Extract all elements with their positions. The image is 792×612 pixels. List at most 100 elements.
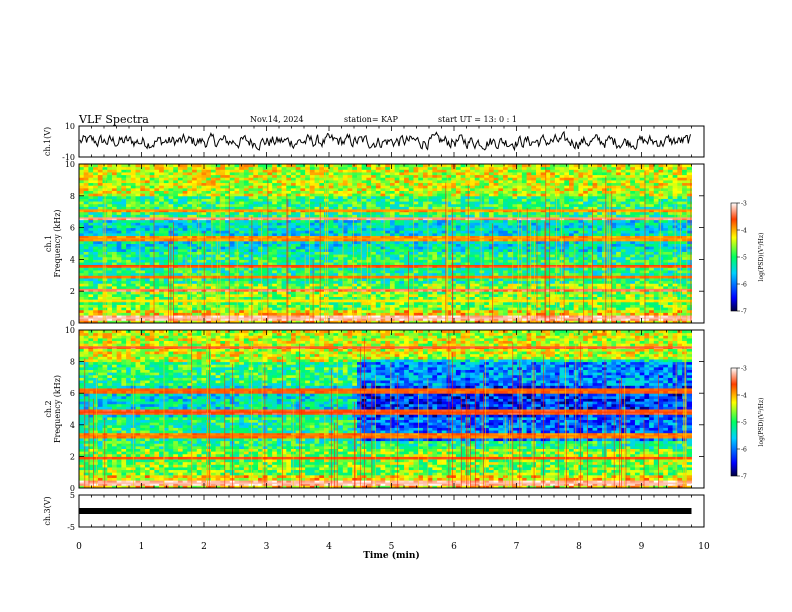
ch1-spectrogram-cell <box>182 166 188 170</box>
ch1-spectrogram-cell <box>126 304 132 308</box>
ch1-spectrogram-cell <box>144 248 151 252</box>
ch1-spectrogram-cell <box>126 219 132 223</box>
ch1-spectrogram-cell <box>79 214 85 218</box>
ch1-spectrogram-cell <box>361 309 367 313</box>
ch1-spectrogram-cell <box>309 256 316 260</box>
ch1-spectrogram-cell <box>295 280 301 284</box>
ch1-spectrogram-cell <box>210 320 217 324</box>
ch1-spectrogram-cell <box>173 185 179 189</box>
ch1-spectrogram-cell <box>389 315 396 319</box>
ch1-spectrogram-cell <box>149 272 155 276</box>
ch1-spectrogram-cell <box>338 224 344 229</box>
ch1-spectrogram-cell <box>225 256 231 260</box>
ch1-spectrogram-cell <box>258 177 264 181</box>
ch1-spectrogram-cell <box>206 164 212 168</box>
ch1-spectrogram-cell <box>111 201 118 205</box>
ch1-spectrogram-cell <box>121 259 127 263</box>
ch1-spectrogram-cell <box>239 304 245 308</box>
ch1-spectrogram-cell <box>267 230 273 234</box>
ch1-spectrogram-cell <box>338 256 344 260</box>
ch1-spectrogram-cell <box>422 248 429 252</box>
ch1-spectrogram-cell <box>210 198 217 202</box>
ch1-spectrogram-cell <box>291 227 297 231</box>
ch1-spectrogram-cell <box>149 312 155 316</box>
ch1-spectrogram-cell <box>163 256 170 260</box>
ch1-spectrogram-cell <box>324 211 330 215</box>
ch1-spectrogram-cell <box>408 230 415 234</box>
ch1-spectrogram-cell <box>451 293 457 297</box>
ch1-spectrogram-cell <box>173 291 179 295</box>
ch1-spectrogram-cell <box>342 317 349 321</box>
ch1-spectrogram-cell <box>93 296 99 300</box>
ch1-spectrogram-cell <box>328 185 334 189</box>
ch1-spectrogram-cell <box>366 222 372 226</box>
ch1-spectrogram-cell <box>356 169 363 173</box>
ch1-spectrogram-cell <box>385 272 391 276</box>
ch1-spectrogram-cell <box>309 283 316 287</box>
ch1-spectrogram-cell <box>140 309 146 313</box>
ch1-spectrogram-cell <box>225 262 231 266</box>
ch1-spectrogram-cell <box>215 171 221 176</box>
ch1-spectrogram-cell <box>404 230 410 234</box>
ch1-spectrogram-cell <box>427 190 433 194</box>
ch1-spectrogram-cell <box>163 187 170 191</box>
ch1-spectrogram-cell <box>380 164 386 168</box>
ch1-spectrogram-cell <box>88 307 94 311</box>
ch1-spectrogram-cell <box>291 201 297 205</box>
ch1-spectrogram-cell <box>366 301 372 305</box>
ch1-spectrogram-cell <box>135 296 141 300</box>
ch1-spectrogram-cell <box>422 185 429 189</box>
ch1-spectrogram-cell <box>163 211 170 215</box>
ch1-spectrogram-cell <box>154 317 160 321</box>
ch1-spectrogram-cell <box>455 251 462 255</box>
ch1-spectrogram-cell <box>451 222 457 226</box>
ch1-spectrogram-cell <box>83 227 89 231</box>
ch1-spectrogram-cell <box>319 182 325 186</box>
ch1-spectrogram-cell <box>432 277 438 282</box>
ch1-spectrogram-cell <box>408 317 415 321</box>
ch1-spectrogram-cell <box>328 224 334 229</box>
ch1-spectrogram-cell <box>126 301 132 305</box>
ch1-spectrogram-cell <box>427 195 433 199</box>
ch1-spectrogram-cell <box>126 315 132 319</box>
ch1-spectrogram-cell <box>173 315 179 319</box>
ch1-spectrogram-cell <box>295 182 301 186</box>
ch1-spectrogram-cell <box>371 230 377 234</box>
ch1-spectrogram-cell <box>356 293 363 297</box>
ch1-spectrogram-cell <box>192 193 198 197</box>
ch1-spectrogram-cell <box>79 309 85 313</box>
ch1-spectrogram-cell <box>413 256 419 260</box>
ch1-spectrogram-cell <box>300 267 306 271</box>
ch1-spectrogram-cell <box>173 182 179 186</box>
ch1-spectrogram-cell <box>432 283 438 287</box>
ch1-spectrogram-cell <box>281 312 287 316</box>
ch1-spectrogram-cell <box>239 307 245 311</box>
ch1-spectrogram-cell <box>427 182 433 186</box>
ch1-spectrogram-cell <box>97 246 104 250</box>
ch1-spectrogram-cell <box>140 283 146 287</box>
ch1-spectrogram-cell <box>460 280 466 284</box>
ch1-spectrogram-cell <box>267 301 273 305</box>
ch1-spectrogram-cell <box>385 193 391 197</box>
ch1-spectrogram-cell <box>144 283 151 287</box>
ch1-spectrogram-cell <box>248 230 254 234</box>
ch1-spectrogram-cell <box>159 177 165 181</box>
ch1-spectrogram-cell <box>229 187 235 191</box>
ch1-spectrogram-cell <box>173 164 179 168</box>
ch1-spectrogram-cell <box>380 277 386 282</box>
ch1-spectrogram-cell <box>130 193 137 197</box>
ch1-spectrogram-cell <box>253 198 259 202</box>
ch1-spectrogram-cell <box>196 198 202 202</box>
ch1-spectrogram-cell <box>206 304 212 308</box>
ch1-spectrogram-cell <box>243 190 250 194</box>
ch1-spectrogram-cell <box>408 248 415 252</box>
ch1-spectrogram-cell <box>215 187 221 191</box>
ch1-spectrogram-cell <box>210 317 217 321</box>
ch1-spectrogram-cell <box>192 174 198 178</box>
ch1-spectrogram-cell <box>126 179 132 184</box>
ch1-spectrogram-cell <box>361 283 367 287</box>
ch1-spectrogram-cell <box>281 222 287 226</box>
ch1-spectrogram-cell <box>121 301 127 305</box>
ch1-spectrogram-cell <box>347 224 353 229</box>
ch1-spectrogram-cell <box>88 206 94 210</box>
